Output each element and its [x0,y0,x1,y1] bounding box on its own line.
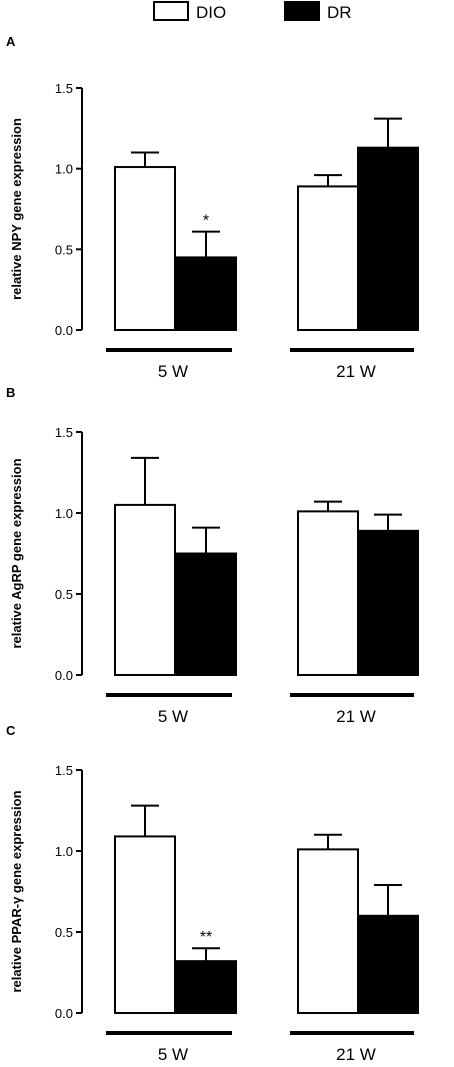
y-axis-label: relative AgRP gene expression [9,458,24,648]
bar-dr-5-w [175,960,237,1014]
legend-swatch-dr [284,1,320,21]
bar-dr-21-w [357,914,419,1014]
group-label-5-w: 5 W [158,1045,188,1064]
y-axis-label: relative PPAR-γ gene expression [9,790,24,992]
y-tick-label: 0.0 [55,668,73,683]
group-label-5-w: 5 W [158,707,188,726]
y-tick-label: 1.0 [55,162,73,177]
legend-label-dr: DR [327,3,352,22]
bar-dio-5-w [114,503,176,676]
group-label-21-w: 21 W [336,1045,376,1064]
y-tick-label: 0.5 [55,587,73,602]
legend-label-dio: DIO [196,3,226,22]
y-tick-label: 1.0 [55,506,73,521]
y-tick-label: 1.5 [55,425,73,440]
legend: DIO DR [153,1,352,22]
y-tick-label: 1.5 [55,763,73,778]
significance-marker: ** [200,929,212,946]
group-label-21-w: 21 W [336,707,376,726]
bar-dio-5-w [114,835,176,1014]
panel-letter: A [6,34,16,49]
bar-dr-21-w [357,529,419,676]
y-axis-label: relative NPY gene expression [9,118,24,300]
y-tick-label: 0.5 [55,925,73,940]
panel-letter: C [6,723,16,738]
bar-dio-5-w [114,166,176,331]
bar-dr-21-w [357,146,419,331]
bar-dio-21-w [297,848,359,1014]
y-tick-label: 1.0 [55,844,73,859]
y-tick-label: 0.5 [55,242,73,257]
bar-dio-21-w [297,510,359,676]
bar-dio-21-w [297,185,359,331]
y-tick-label: 1.5 [55,81,73,96]
significance-marker: * [203,213,209,230]
group-label-5-w: 5 W [158,362,188,381]
panel-letter: B [6,385,15,400]
y-tick-label: 0.0 [55,323,73,338]
bar-dr-5-w [175,552,237,676]
bar-dr-5-w [175,256,237,331]
group-label-21-w: 21 W [336,362,376,381]
y-tick-label: 0.0 [55,1006,73,1021]
legend-swatch-dio [153,1,189,21]
